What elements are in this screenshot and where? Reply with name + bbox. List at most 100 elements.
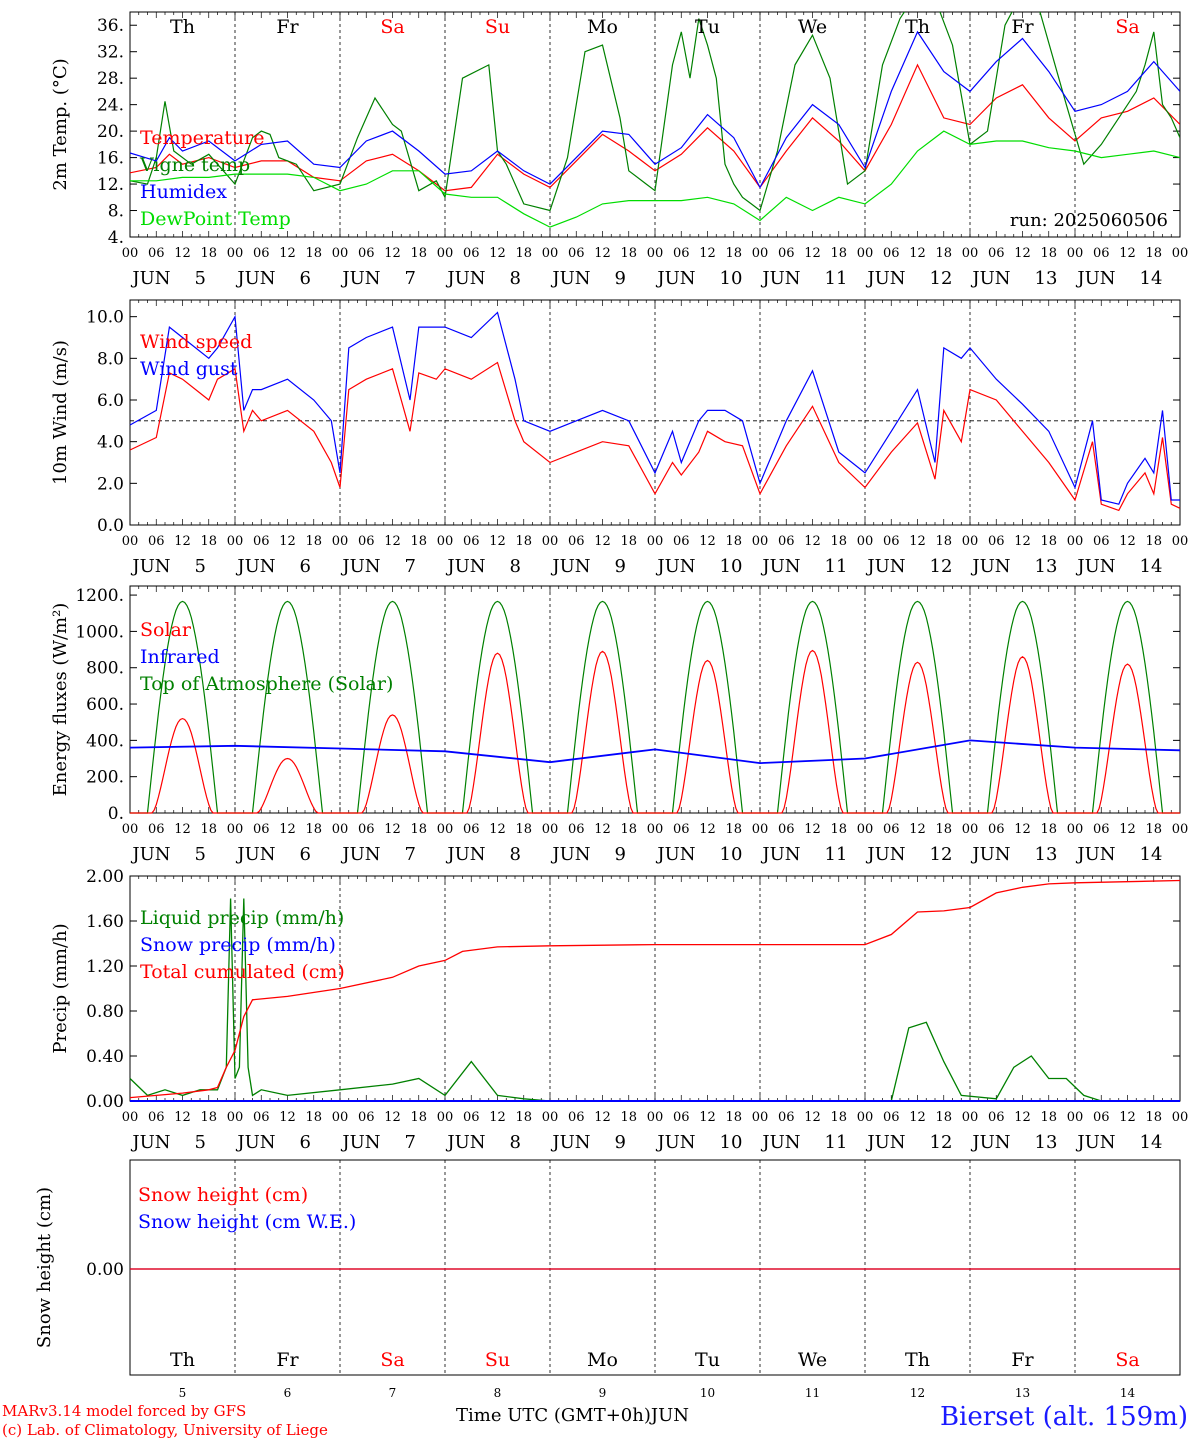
y-tick-label: 200. bbox=[86, 768, 124, 788]
hour-tick-label: 06 bbox=[253, 822, 270, 837]
date-label-month: JUN bbox=[235, 844, 275, 865]
hour-tick-label: 18 bbox=[725, 246, 742, 261]
hour-tick-label: 12 bbox=[384, 1110, 401, 1125]
date-label-day: 8 bbox=[510, 844, 521, 865]
y-tick-label: 8. bbox=[108, 202, 124, 222]
day-of-week-label: Sa bbox=[1115, 16, 1139, 38]
day-number-label: 8 bbox=[494, 1386, 502, 1400]
y-tick-label: 800. bbox=[86, 659, 124, 679]
hour-tick-label: 06 bbox=[883, 1110, 900, 1125]
legend-dewpoint-temp: DewPoint Temp bbox=[140, 208, 291, 230]
panel-0-frame bbox=[129, 11, 1181, 238]
hour-tick-label: 18 bbox=[1145, 1110, 1162, 1125]
hour-tick-label: 06 bbox=[1093, 1110, 1110, 1125]
hour-tick-label: 00 bbox=[647, 246, 664, 261]
hour-tick-label: 00 bbox=[752, 1110, 769, 1125]
hour-tick-label: 06 bbox=[778, 1110, 795, 1125]
date-label-month: JUN bbox=[865, 268, 905, 289]
legend-solar: Solar bbox=[140, 619, 192, 641]
hour-tick-label: 06 bbox=[463, 246, 480, 261]
day-of-week-label: Fr bbox=[276, 1349, 299, 1371]
hour-tick-label: 06 bbox=[673, 246, 690, 261]
hour-tick-label: 12 bbox=[489, 1110, 506, 1125]
hour-tick-label: 12 bbox=[1119, 246, 1136, 261]
hour-tick-label: 00 bbox=[542, 246, 559, 261]
hour-tick-label: 06 bbox=[1093, 246, 1110, 261]
date-label-month: JUN bbox=[235, 556, 275, 577]
y-tick-label: 12. bbox=[97, 175, 124, 195]
y-axis-label: 10m Wind (m/s) bbox=[50, 340, 71, 485]
hour-tick-label: 06 bbox=[883, 534, 900, 549]
day-number-label: 7 bbox=[389, 1386, 397, 1400]
hour-tick-label: 06 bbox=[1093, 534, 1110, 549]
date-label-month: JUN bbox=[760, 268, 800, 289]
series-total-cumulated-cm- bbox=[129, 879, 1181, 1099]
date-label-month: JUN bbox=[340, 268, 380, 289]
hour-tick-label: 06 bbox=[673, 822, 690, 837]
hour-tick-label: 18 bbox=[935, 1110, 952, 1125]
hour-tick-label: 00 bbox=[647, 822, 664, 837]
hour-tick-label: 12 bbox=[1014, 534, 1031, 549]
y-tick-label: 400. bbox=[86, 731, 124, 751]
hour-tick-label: 00 bbox=[857, 534, 874, 549]
date-label-day: 10 bbox=[720, 844, 743, 865]
hour-tick-label: 12 bbox=[174, 1110, 191, 1125]
hour-tick-label: 18 bbox=[410, 822, 427, 837]
y-tick-label: 32. bbox=[97, 43, 124, 63]
date-label-month: JUN bbox=[760, 1132, 800, 1153]
date-label-month: JUN bbox=[970, 268, 1010, 289]
date-label-day: 5 bbox=[195, 844, 206, 865]
hour-tick-label: 06 bbox=[253, 246, 270, 261]
footer-credit-lab: (c) Lab. of Climatology, University of L… bbox=[2, 1421, 328, 1439]
hour-tick-label: 06 bbox=[883, 246, 900, 261]
hour-tick-label: 12 bbox=[384, 534, 401, 549]
hour-tick-label: 18 bbox=[410, 246, 427, 261]
day-of-week-label: Tu bbox=[695, 1349, 720, 1371]
day-of-week-label: Th bbox=[905, 16, 930, 38]
hour-tick-label: 06 bbox=[673, 534, 690, 549]
hour-tick-label: 00 bbox=[1172, 534, 1189, 549]
hour-tick-label: 00 bbox=[857, 246, 874, 261]
hour-tick-label: 18 bbox=[1145, 822, 1162, 837]
hour-tick-label: 12 bbox=[804, 246, 821, 261]
legend-top-of-atmosphere-solar-: Top of Atmosphere (Solar) bbox=[140, 673, 393, 695]
hour-tick-label: 12 bbox=[279, 534, 296, 549]
date-label-month: JUN bbox=[550, 556, 590, 577]
hour-tick-label: 12 bbox=[594, 534, 611, 549]
hour-tick-label: 18 bbox=[1145, 246, 1162, 261]
day-of-week-label: Sa bbox=[380, 16, 404, 38]
date-label-day: 11 bbox=[825, 556, 848, 577]
series-vigne-temp bbox=[130, 12, 1180, 212]
hour-tick-label: 00 bbox=[1067, 1110, 1084, 1125]
hour-tick-label: 12 bbox=[909, 246, 926, 261]
legend-snow-precip-mm-h-: Snow precip (mm/h) bbox=[140, 934, 336, 956]
hour-tick-label: 00 bbox=[1067, 822, 1084, 837]
date-label-day: 14 bbox=[1140, 556, 1163, 577]
series-temperature bbox=[130, 63, 1180, 192]
date-label-day: 7 bbox=[405, 844, 416, 865]
hour-tick-label: 00 bbox=[542, 1110, 559, 1125]
hour-tick-label: 18 bbox=[725, 822, 742, 837]
day-number-label: 14 bbox=[1120, 1386, 1136, 1400]
hour-tick-label: 00 bbox=[437, 1110, 454, 1125]
date-label-day: 13 bbox=[1035, 268, 1058, 289]
hour-tick-label: 12 bbox=[594, 1110, 611, 1125]
date-label-month: JUN bbox=[970, 556, 1010, 577]
hour-tick-label: 06 bbox=[778, 246, 795, 261]
hour-tick-label: 00 bbox=[542, 534, 559, 549]
y-axis-label: Snow height (cm) bbox=[34, 1187, 55, 1348]
day-number-label: 5 bbox=[179, 1386, 187, 1400]
hour-tick-label: 12 bbox=[699, 822, 716, 837]
date-label-month: JUN bbox=[970, 844, 1010, 865]
hour-tick-label: 18 bbox=[410, 534, 427, 549]
date-label-day: 5 bbox=[195, 1132, 206, 1153]
date-label-day: 9 bbox=[615, 268, 626, 289]
date-label-day: 13 bbox=[1035, 1132, 1058, 1153]
date-label-month: JUN bbox=[550, 844, 590, 865]
hour-tick-label: 06 bbox=[988, 534, 1005, 549]
day-of-week-label: Mo bbox=[587, 16, 618, 38]
hour-tick-label: 00 bbox=[332, 822, 349, 837]
hour-tick-label: 00 bbox=[647, 534, 664, 549]
date-label-month: JUN bbox=[445, 556, 485, 577]
hour-tick-label: 12 bbox=[804, 1110, 821, 1125]
